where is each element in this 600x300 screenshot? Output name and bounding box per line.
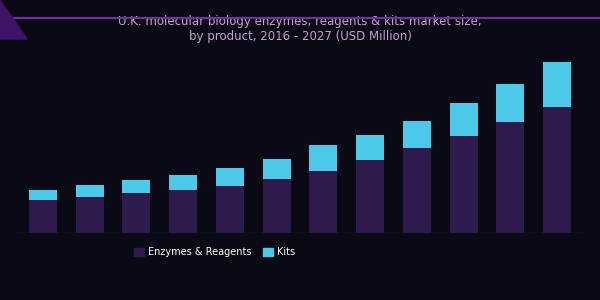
- Bar: [310, 145, 337, 171]
- Bar: [403, 121, 431, 148]
- Bar: [356, 135, 384, 160]
- Bar: [263, 159, 290, 179]
- Bar: [496, 122, 524, 233]
- Bar: [263, 179, 290, 233]
- Bar: [543, 62, 571, 107]
- Bar: [76, 185, 104, 197]
- Bar: [122, 180, 151, 194]
- Title: U.K. molecular biology enzymes, reagents & kits market size,
by product, 2016 - : U.K. molecular biology enzymes, reagents…: [118, 15, 482, 43]
- Bar: [310, 171, 337, 233]
- Bar: [122, 194, 151, 233]
- Bar: [543, 107, 571, 233]
- Bar: [216, 168, 244, 186]
- Bar: [403, 148, 431, 233]
- Bar: [449, 136, 478, 233]
- Legend: Enzymes & Reagents, Kits: Enzymes & Reagents, Kits: [130, 243, 299, 261]
- Bar: [449, 103, 478, 136]
- Bar: [356, 160, 384, 233]
- Bar: [29, 200, 57, 233]
- Bar: [169, 175, 197, 190]
- Bar: [216, 186, 244, 233]
- Bar: [76, 197, 104, 233]
- Bar: [496, 84, 524, 122]
- Bar: [169, 190, 197, 233]
- Bar: [29, 190, 57, 200]
